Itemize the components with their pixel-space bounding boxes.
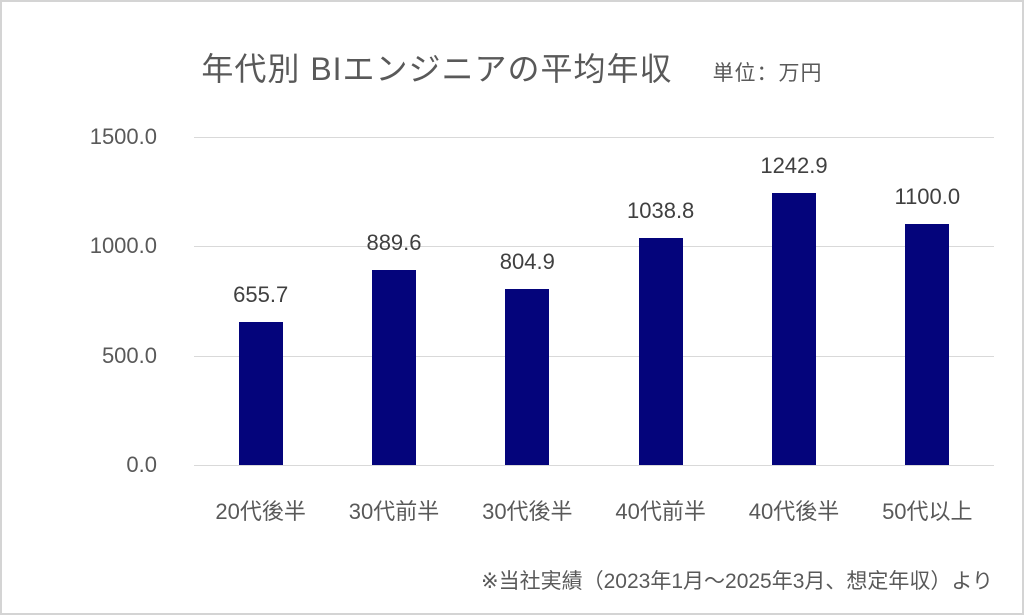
bar xyxy=(371,270,416,465)
chart-unit-label: 単位：万円 xyxy=(712,62,823,85)
x-tick-label: 30代後半 xyxy=(482,499,573,524)
bar-slot: 1038.8 xyxy=(594,137,727,465)
x-tick-label: 20代後半 xyxy=(215,499,306,524)
y-tick-label: 0.0 xyxy=(126,452,157,477)
bar-value-label: 804.9 xyxy=(499,249,555,274)
gridline xyxy=(194,246,994,248)
chart-title: 年代別 BIエンジニアの平均年収 xyxy=(201,51,673,87)
bar-slot: 1242.9 xyxy=(727,137,860,465)
bar xyxy=(905,224,950,465)
bar-value-label: 1242.9 xyxy=(760,153,828,179)
gridline xyxy=(194,355,994,357)
bars-row: 655.7 889.6 804.9 1038.8 1242.9 1100.0 xyxy=(194,137,994,465)
y-tick-label: 1500.0 xyxy=(89,124,157,149)
bar-slot: 655.7 xyxy=(194,137,327,465)
x-tick-label: 40代前半 xyxy=(615,499,706,524)
x-tick-label: 40代後半 xyxy=(748,499,840,524)
bar xyxy=(238,321,283,465)
bar-value-label: 1038.8 xyxy=(627,197,695,223)
x-tick-label: 30代前半 xyxy=(348,499,440,524)
y-tick-label: 500.0 xyxy=(101,342,157,368)
gridline xyxy=(194,465,994,466)
bar-slot: 889.6 xyxy=(327,137,460,465)
chart-header: 年代別 BIエンジニアの平均年収 単位：万円 xyxy=(2,44,1022,90)
y-axis-labels: 0.0 500.0 1000.0 1500.0 xyxy=(42,124,157,477)
bar xyxy=(771,193,816,465)
bar xyxy=(638,237,683,465)
bar-value-label: 1100.0 xyxy=(894,184,961,210)
plot-area: 655.7 889.6 804.9 1038.8 1242.9 1100.0 xyxy=(194,137,994,466)
chart-footnote: ※当社実績（2023年1月～2025年3月、想定年収）より xyxy=(481,570,993,593)
gridline xyxy=(194,137,994,138)
bar-slot: 804.9 xyxy=(461,137,594,465)
bar-value-label: 655.7 xyxy=(233,281,289,307)
bar xyxy=(505,289,550,465)
bar-slot: 1100.0 xyxy=(861,137,994,465)
bar-value-label: 889.6 xyxy=(366,230,422,256)
x-axis-labels: 20代後半 30代前半 30代後半 40代前半 40代後半 50代以上 xyxy=(194,498,994,526)
y-tick-label: 1000.0 xyxy=(89,233,157,259)
x-tick-label: 50代以上 xyxy=(882,499,973,524)
